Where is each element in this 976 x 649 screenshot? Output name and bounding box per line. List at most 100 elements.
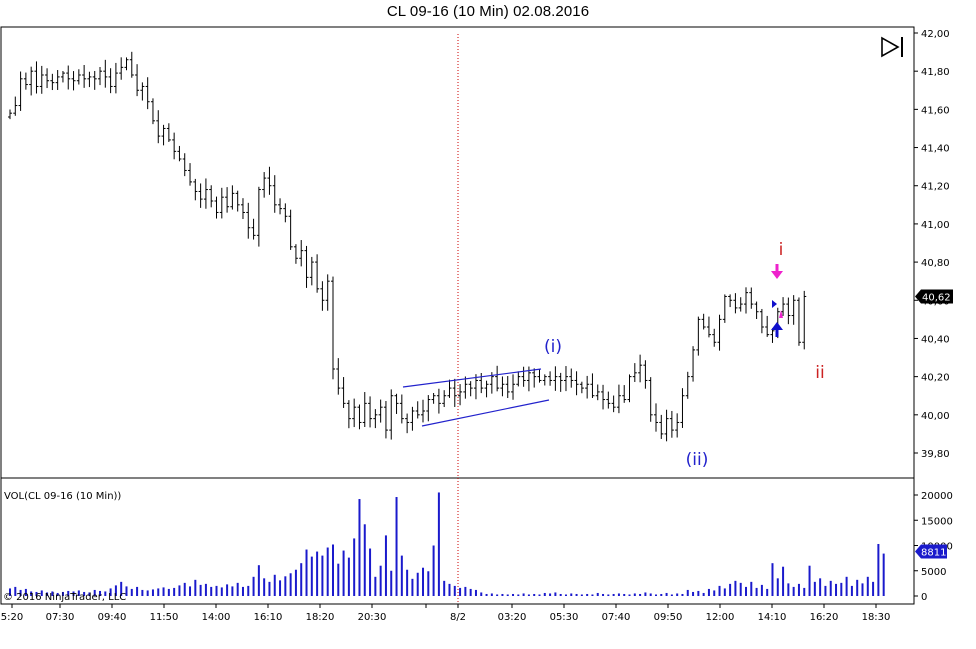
volume-bar	[776, 578, 779, 596]
wave-label: (ii)	[686, 450, 709, 470]
volume-bar	[464, 586, 467, 596]
volume-bar	[326, 547, 329, 596]
price-tick-label: 41,80	[921, 67, 950, 78]
volume-bar	[718, 585, 721, 596]
volume-bar	[284, 576, 287, 596]
volume-bar	[713, 590, 716, 596]
buy-arrow-head	[771, 322, 783, 330]
volume-bar	[564, 594, 567, 596]
volume-bar	[215, 585, 218, 596]
volume-bar	[755, 587, 758, 596]
volume-bar	[654, 594, 657, 596]
volume-bar	[114, 585, 117, 596]
volume-bar	[559, 593, 562, 596]
volume-bar	[125, 586, 128, 596]
price-tick-label: 40,20	[921, 373, 950, 384]
volume-bar	[395, 497, 398, 596]
volume-bar	[400, 555, 403, 596]
volume-bar	[109, 588, 112, 596]
volume-bar	[9, 588, 11, 596]
volume-bar	[538, 594, 541, 596]
volume-bar	[512, 593, 515, 596]
volume-bar	[241, 586, 244, 596]
x-tick-label: 09:40	[98, 612, 127, 623]
volume-bar	[294, 569, 297, 596]
x-tick-label: 5:20	[1, 612, 23, 623]
price-tick-label: 41,40	[921, 144, 950, 155]
volume-bar	[861, 583, 864, 596]
entry-marker	[772, 300, 777, 308]
volume-bar	[199, 584, 202, 596]
volume-bar	[633, 593, 636, 596]
volume-bar	[337, 563, 340, 596]
volume-bar	[480, 592, 483, 596]
volume-tick-label: 0	[921, 592, 927, 603]
x-tick-label: 18:20	[306, 612, 335, 623]
channel-lower-line	[421, 399, 550, 427]
volume-bar	[882, 553, 885, 596]
price-tick-label: 41,00	[921, 220, 950, 231]
x-tick-label: 18:30	[862, 612, 891, 623]
volume-bar	[877, 543, 880, 596]
volume-bar	[681, 593, 684, 596]
volume-bar	[353, 538, 356, 596]
volume-bar	[819, 578, 822, 596]
volume-bar	[575, 593, 578, 596]
buy-arrow-shaft	[775, 329, 779, 337]
volume-bar	[496, 594, 499, 596]
volume-bar	[850, 585, 853, 596]
volume-bar	[554, 592, 557, 596]
volume-bar	[56, 592, 59, 596]
exit-marker	[779, 310, 783, 318]
wave-label: i	[779, 240, 784, 260]
volume-bar	[167, 588, 170, 596]
volume-bar	[527, 594, 530, 596]
volume-bar	[702, 592, 705, 596]
volume-bar	[231, 586, 234, 596]
volume-bar	[697, 590, 700, 596]
volume-bar	[189, 586, 192, 596]
volume-bar	[490, 593, 493, 596]
volume-bar	[437, 492, 440, 596]
volume-bar	[549, 593, 552, 596]
volume-bar	[734, 580, 737, 596]
volume-bar	[596, 592, 599, 596]
volume-bar	[331, 544, 334, 596]
volume-bar	[316, 551, 319, 596]
volume-bar	[797, 583, 800, 596]
volume-bar	[35, 591, 38, 596]
volume-bar	[432, 545, 435, 596]
volume-bar	[151, 589, 154, 596]
volume-bar	[146, 590, 149, 596]
volume-bar	[289, 573, 292, 596]
volume-bar	[406, 569, 409, 596]
volume-bar	[602, 593, 605, 596]
volume-bar	[321, 555, 324, 596]
x-tick-label: 05:30	[550, 612, 579, 623]
channel-upper-line	[402, 368, 542, 388]
price-tick-label: 42,00	[921, 29, 950, 40]
x-tick-label: 11:50	[150, 612, 179, 623]
volume-bar	[543, 592, 546, 596]
price-tick-label: 41,60	[921, 105, 950, 116]
volume-bar	[829, 580, 832, 596]
volume-bar	[845, 576, 848, 596]
volume-bar	[782, 566, 785, 596]
volume-bar	[14, 586, 17, 596]
volume-bar	[824, 585, 827, 596]
volume-bar	[46, 592, 49, 596]
volume-bar	[130, 588, 133, 596]
volume-bar	[178, 585, 181, 596]
volume-bar	[19, 589, 22, 596]
last-price-label: 40,62	[922, 292, 951, 303]
volume-bar	[162, 587, 165, 596]
volume-bar	[247, 585, 250, 596]
volume-bar	[723, 588, 726, 596]
volume-bar	[808, 565, 811, 596]
volume-bar	[411, 578, 414, 596]
volume-bar	[24, 588, 27, 596]
scroll-to-end-icon[interactable]	[881, 36, 903, 58]
volume-bar	[448, 583, 451, 596]
volume-bar	[707, 588, 710, 596]
